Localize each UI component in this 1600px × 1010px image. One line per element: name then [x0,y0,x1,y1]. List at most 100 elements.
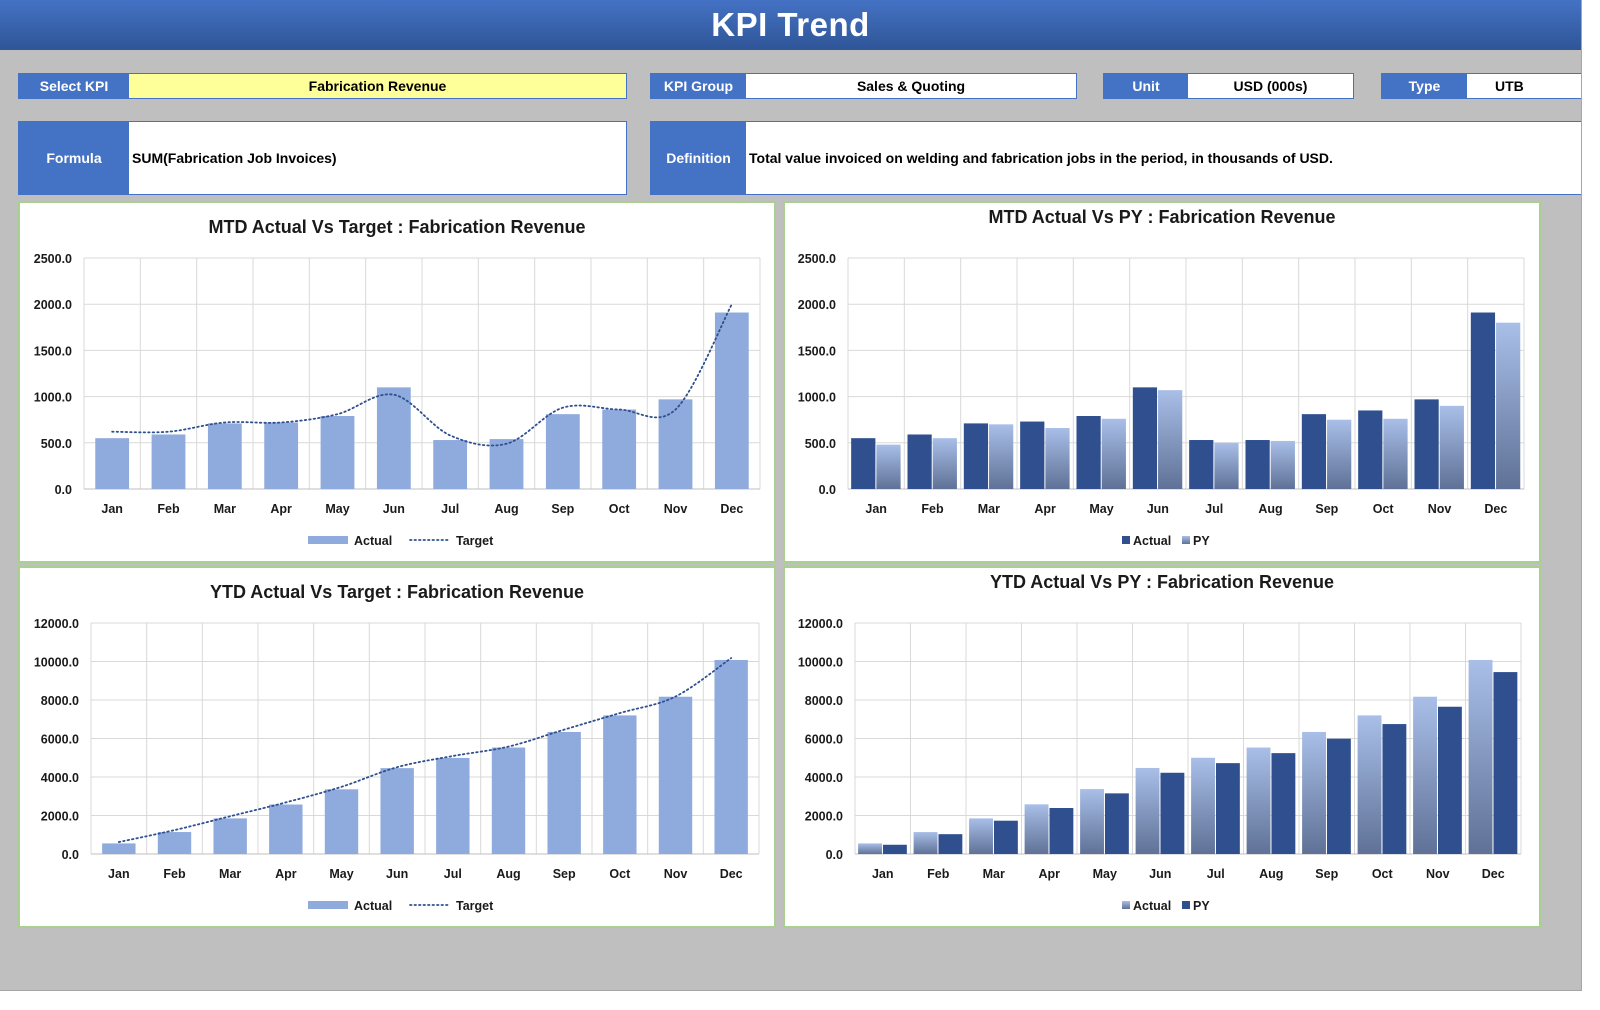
x-tick-label: Jan [872,867,894,881]
chart-panel-mtd-py: MTD Actual Vs PY : Fabrication Revenue 0… [783,201,1541,563]
bar-actual [1468,659,1493,854]
bar-actual [436,757,470,854]
y-tick-label: 1000.0 [34,391,72,405]
line-target [117,657,733,843]
bar-py [1383,418,1408,489]
bar-py [1101,418,1126,489]
bar-actual [102,843,136,854]
bar-actual [376,387,411,489]
bar-actual [269,804,303,854]
formula-field: Formula SUM(Fabrication Job Invoices) [18,121,627,195]
bar-actual [545,414,580,489]
x-tick-label: Oct [609,867,631,881]
x-tick-label: Apr [270,502,292,516]
select-kpi-field[interactable]: Select KPI Fabrication Revenue [18,73,627,99]
bar-actual [1413,696,1437,854]
bar-actual [603,715,637,854]
bar-py [1049,807,1074,854]
bar-actual [969,818,993,854]
legend-label-target: Target [456,899,494,913]
x-tick-label: Feb [921,502,944,516]
bar-actual [963,423,989,489]
bar-py [1493,672,1518,854]
x-tick-label: Jun [1149,867,1171,881]
chart-mtd-target: 0.0 500.0 1000.0 1500.0 2000.0 2500.0 Jan Feb Ma… [34,252,761,548]
x-tick-label: Mar [978,502,1000,516]
y-tick-label: 12000.0 [798,617,843,631]
bar-actual [1135,767,1160,854]
y-tick-label: 6000.0 [805,733,843,747]
y-tick-label: 8000.0 [41,694,79,708]
x-tick-label: Feb [163,867,186,881]
legend-label-py: PY [1193,534,1210,548]
kpi-group-value: Sales & Quoting [856,78,966,94]
y-tick-label: 4000.0 [805,771,843,785]
y-tick-label: 500.0 [805,437,836,451]
bar-actual [1076,416,1101,489]
x-tick-label: Jul [441,502,459,516]
bar-actual [907,434,932,489]
bar-py [1160,772,1185,854]
x-tick-label: Mar [219,867,241,881]
y-tick-label: 0.0 [819,483,836,497]
y-tick-label: 8000.0 [805,694,843,708]
bar-actual [320,416,355,489]
chart-panel-mtd-target: MTD Actual Vs Target : Fabrication Reven… [18,201,776,563]
x-tick-label: Sep [551,502,574,516]
bar-actual [602,409,637,489]
select-kpi-value[interactable]: Fabrication Revenue [129,74,626,98]
bar-actual [489,439,524,489]
bar-actual [151,434,186,489]
legend-label-actual: Actual [1133,534,1171,548]
y-tick-label: 0.0 [55,483,72,497]
kpi-group-field: KPI Group Sales & Quoting [650,73,1077,99]
bar-actual [380,768,414,854]
bar-py [1496,322,1521,489]
bar-py [1104,793,1129,854]
x-tick-label: Jun [383,502,405,516]
bar-py [1215,763,1240,854]
x-tick-label: May [329,867,353,881]
x-tick-label: Dec [720,502,743,516]
bar-py [989,424,1014,489]
x-tick-label: May [325,502,349,516]
x-tick-label: Oct [1373,502,1395,516]
x-tick-label: Nov [1426,867,1450,881]
bar-actual [1414,399,1439,489]
x-tick-label: Sep [553,867,576,881]
x-tick-label: Nov [664,502,688,516]
y-tick-label: 10000.0 [34,656,79,670]
bar-py [1045,428,1070,489]
x-tick-label: Nov [1428,502,1452,516]
x-tick-label: Sep [1315,502,1338,516]
x-tick-label: Aug [494,502,518,516]
x-tick-label: Jan [865,502,887,516]
x-tick-label: Oct [1372,867,1394,881]
unit-label: Unit [1104,74,1188,98]
y-tick-label: 2500.0 [34,252,72,266]
page-title: KPI Trend [0,0,1581,50]
definition-field: Definition Total value invoiced on weldi… [650,121,1581,195]
bar-py [932,438,957,489]
legend-label-py: PY [1193,899,1210,913]
y-tick-label: 1500.0 [798,344,836,358]
x-tick-label: Feb [927,867,950,881]
legend-swatch-actual [1122,901,1130,909]
bar-actual [1246,747,1271,854]
y-tick-label: 2000.0 [34,298,72,312]
bar-py [882,844,907,854]
x-tick-label: May [1093,867,1117,881]
bar-actual [1020,421,1045,489]
y-tick-label: 2000.0 [805,810,843,824]
type-label: Type [1382,74,1467,98]
chart-panel-ytd-target: YTD Actual Vs Target : Fabrication Reven… [18,566,776,928]
bar-actual [1191,757,1215,854]
x-tick-label: Apr [1034,502,1056,516]
bar-py [1326,738,1351,854]
bar-actual [1132,387,1158,489]
x-tick-label: Aug [1259,867,1283,881]
x-tick-label: Jan [101,502,123,516]
bar-py [876,444,901,489]
chart-title-ytd-py: YTD Actual Vs PY : Fabrication Revenue [989,572,1335,592]
chart-title-mtd-target: MTD Actual Vs Target : Fabrication Reven… [208,217,586,237]
